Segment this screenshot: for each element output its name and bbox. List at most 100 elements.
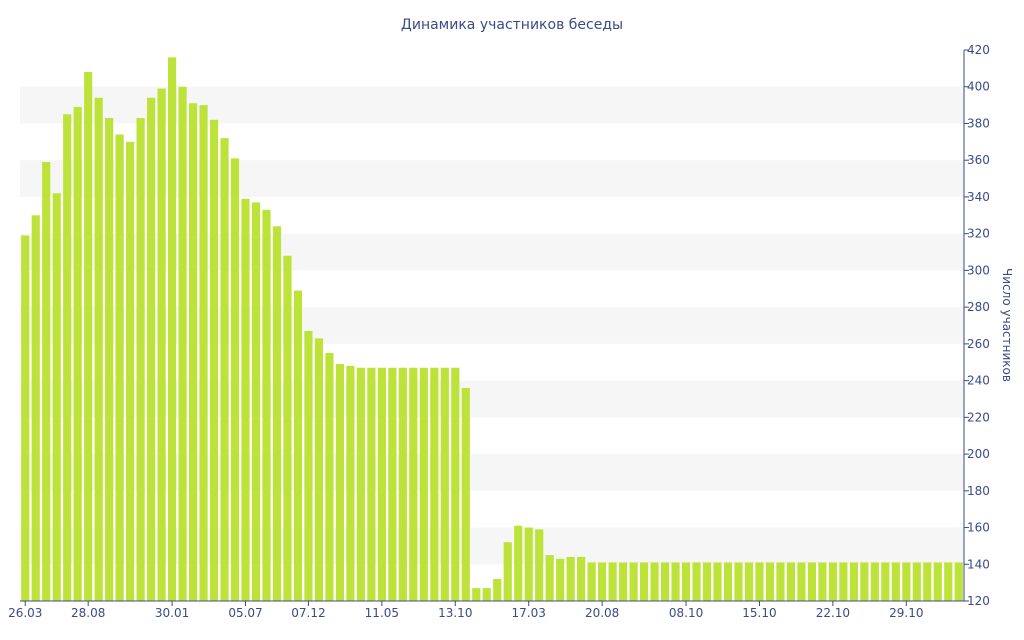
bar[interactable] — [839, 562, 848, 601]
bar[interactable] — [640, 562, 649, 601]
bar[interactable] — [472, 588, 481, 601]
bar[interactable] — [692, 562, 701, 601]
bar[interactable] — [671, 562, 680, 601]
y-tick-label: 240 — [967, 374, 990, 388]
grid-band — [20, 380, 964, 418]
bar[interactable] — [902, 562, 911, 601]
bar[interactable] — [629, 562, 638, 601]
bar[interactable] — [881, 562, 890, 601]
bar[interactable] — [126, 141, 135, 601]
bar[interactable] — [430, 367, 439, 601]
bar[interactable] — [356, 367, 365, 601]
bar[interactable] — [598, 562, 607, 601]
bar[interactable] — [105, 117, 114, 602]
bar[interactable] — [556, 558, 565, 601]
bar[interactable] — [220, 138, 229, 601]
bar[interactable] — [42, 162, 51, 602]
bar[interactable] — [293, 290, 303, 601]
bar[interactable] — [493, 578, 502, 601]
bar[interactable] — [923, 562, 932, 601]
bar[interactable] — [241, 198, 250, 601]
bar[interactable] — [608, 562, 617, 601]
bar[interactable] — [377, 367, 386, 601]
bar[interactable] — [566, 556, 575, 601]
bar[interactable] — [744, 562, 754, 601]
bar[interactable] — [660, 562, 670, 601]
bar[interactable] — [954, 562, 963, 601]
bar[interactable] — [251, 202, 261, 601]
y-tick-label: 120 — [967, 594, 990, 608]
bar[interactable] — [115, 134, 124, 602]
bar[interactable] — [786, 562, 796, 601]
bar[interactable] — [702, 562, 712, 601]
bar[interactable] — [409, 367, 418, 601]
bar[interactable] — [713, 562, 722, 601]
bar[interactable] — [451, 367, 460, 601]
bar[interactable] — [461, 387, 470, 601]
bar[interactable] — [482, 588, 491, 601]
bar[interactable] — [262, 209, 271, 602]
bar[interactable] — [587, 562, 596, 601]
grid-bands — [20, 86, 964, 565]
bar[interactable] — [230, 158, 240, 602]
bar[interactable] — [440, 367, 449, 601]
bar[interactable] — [335, 364, 344, 601]
bar[interactable] — [912, 562, 921, 601]
bar[interactable] — [933, 562, 942, 601]
bar[interactable] — [388, 367, 397, 601]
bar[interactable] — [209, 119, 219, 601]
bar[interactable] — [398, 367, 407, 601]
bar[interactable] — [944, 562, 953, 601]
bar[interactable] — [755, 562, 764, 601]
bar[interactable] — [524, 527, 533, 601]
bar[interactable] — [21, 235, 30, 602]
bar[interactable] — [178, 86, 187, 602]
x-tick-label: 07.12 — [291, 606, 325, 620]
y-tick-label: 420 — [967, 43, 990, 57]
bar[interactable] — [545, 555, 554, 601]
bar[interactable] — [849, 562, 858, 601]
y-tick-label: 400 — [967, 80, 990, 94]
bar[interactable] — [283, 255, 292, 601]
bar[interactable] — [52, 193, 61, 601]
bar[interactable] — [765, 562, 775, 601]
bar[interactable] — [577, 556, 586, 601]
bar[interactable] — [157, 88, 166, 601]
bar[interactable] — [63, 114, 72, 601]
bar[interactable] — [535, 529, 544, 601]
bar[interactable] — [734, 562, 743, 601]
bar[interactable] — [860, 562, 869, 601]
bar[interactable] — [314, 338, 324, 601]
y-tick-label: 340 — [967, 190, 990, 204]
bar[interactable] — [325, 353, 334, 601]
bar[interactable] — [199, 105, 208, 601]
bar[interactable] — [147, 97, 156, 601]
bar[interactable] — [346, 365, 355, 601]
bar[interactable] — [619, 562, 628, 601]
bar[interactable] — [272, 226, 282, 601]
x-tick-label: 08.10 — [669, 606, 703, 620]
bar[interactable] — [818, 562, 827, 601]
bar[interactable] — [419, 367, 428, 601]
bar[interactable] — [514, 525, 523, 601]
bar[interactable] — [723, 562, 733, 601]
bar[interactable] — [828, 562, 837, 601]
bar[interactable] — [503, 542, 512, 601]
bar[interactable] — [136, 117, 145, 602]
bar[interactable] — [776, 562, 785, 601]
bar[interactable] — [94, 97, 103, 601]
bar[interactable] — [650, 562, 659, 601]
bar[interactable] — [807, 562, 816, 601]
bar[interactable] — [681, 562, 691, 601]
grid-band — [20, 454, 964, 491]
bar[interactable] — [188, 103, 198, 601]
bar[interactable] — [168, 57, 177, 602]
bar[interactable] — [870, 562, 879, 601]
bar[interactable] — [797, 562, 806, 601]
bar[interactable] — [304, 331, 313, 601]
bar[interactable] — [84, 72, 93, 602]
bar[interactable] — [891, 562, 900, 601]
bar[interactable] — [73, 106, 82, 601]
bar[interactable] — [31, 215, 40, 602]
bar[interactable] — [367, 367, 376, 601]
